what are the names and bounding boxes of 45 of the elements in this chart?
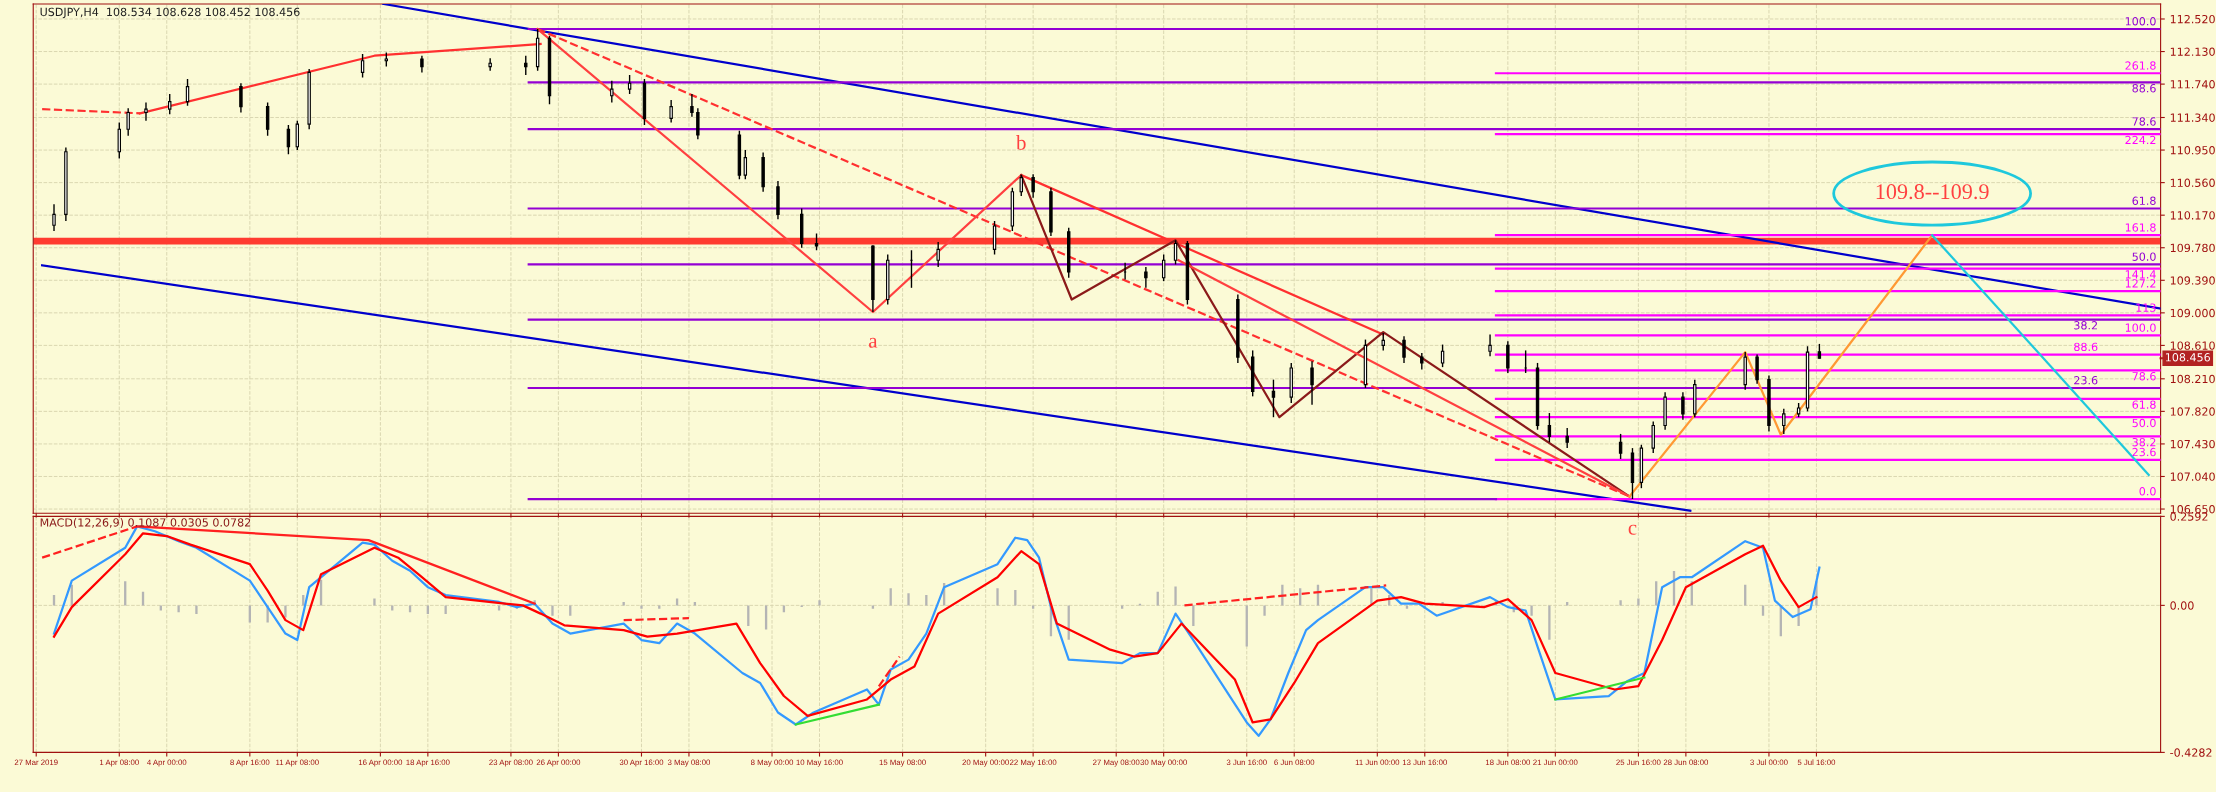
y-tick-label: 108.610 xyxy=(2170,341,2215,350)
series-label: 127.2 xyxy=(2125,279,2156,288)
annotation: a xyxy=(869,337,878,348)
series-label: 23.6 xyxy=(2132,447,2156,457)
series-label: 50.0 xyxy=(2132,252,2156,261)
series-label: 38.2 xyxy=(2132,438,2156,447)
y-tick-label: 107.430 xyxy=(2170,439,2215,449)
chart-title: USDJPY,H4 108.534 108.628 108.452 108.456 xyxy=(40,7,300,19)
annotation: 109.8--109.9 xyxy=(1876,184,1989,200)
y-tick-label: 108.210 xyxy=(2170,374,2215,384)
y-tick-label: 0.2592 xyxy=(2170,512,2208,521)
series-label: 261.8 xyxy=(2125,61,2156,70)
y-tick-label: 111.340 xyxy=(2170,113,2215,122)
series-label: 88.6 xyxy=(2132,84,2156,93)
series-label: 50.0 xyxy=(2132,418,2156,428)
y-tick-label: 106.650 xyxy=(2170,505,2215,514)
y-tick-label: 0.00 xyxy=(2170,601,2194,610)
series-label: 141.4 xyxy=(2125,270,2156,279)
y-tick-label: 112.520 xyxy=(2170,14,2215,24)
y-tick-label: 109.000 xyxy=(2170,308,2215,318)
y-tick-label: 107.820 xyxy=(2170,407,2215,416)
series-label: 61.8 xyxy=(2132,400,2156,409)
series-label: 38.2 xyxy=(2074,321,2097,330)
series-label: 100.0 xyxy=(2125,17,2156,26)
series-label: 161.8 xyxy=(2125,223,2156,232)
series-label: 23.6 xyxy=(2074,376,2098,385)
annotation: c xyxy=(1628,524,1637,535)
annotation: b xyxy=(1016,135,1026,150)
y-tick-label: 110.950 xyxy=(2170,146,2215,155)
series-label: 224.2 xyxy=(2125,135,2156,145)
y-tick-label: 110.170 xyxy=(2170,211,2215,220)
y-tick-label: 109.780 xyxy=(2170,243,2215,253)
y-tick-label: 109.390 xyxy=(2170,276,2215,285)
y-tick-label: -0.4282 xyxy=(2170,748,2212,757)
series-label: 88.6 xyxy=(2074,342,2098,352)
y-tick-label: 110.560 xyxy=(2170,178,2215,187)
y-tick-label: 112.130 xyxy=(2170,47,2215,56)
series-label: 78.6 xyxy=(2132,117,2156,126)
series-label: 100.0 xyxy=(2125,323,2156,332)
series-label: 78.6 xyxy=(2132,372,2156,381)
chart-title: MACD(12,26,9) 0.1087 0.0305 0.0782 xyxy=(40,518,251,528)
y-tick-label: 107.040 xyxy=(2170,472,2215,481)
series-label: 61.8 xyxy=(2132,196,2156,205)
series-label: 0.0 xyxy=(2139,487,2156,496)
y-tick-label: 111.740 xyxy=(2170,80,2215,89)
